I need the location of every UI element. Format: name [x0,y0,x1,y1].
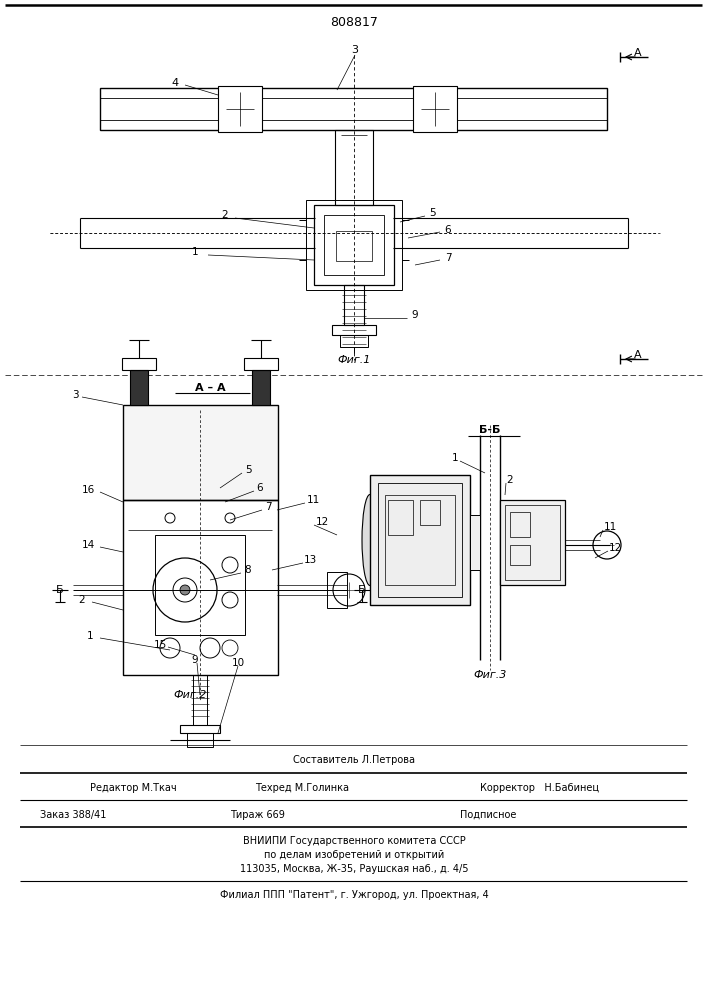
Text: 12: 12 [315,517,329,527]
Text: 15: 15 [153,640,167,650]
Bar [332,325,376,335]
Text: Б: Б [358,585,366,595]
Bar [306,200,402,290]
Text: Составитель Л.Петрова: Составитель Л.Петрова [293,755,415,765]
Bar [505,505,560,580]
Text: 113035, Москва, Ж-35, Раушская наб., д. 4/5: 113035, Москва, Ж-35, Раушская наб., д. … [240,864,468,874]
Bar [385,495,455,585]
Ellipse shape [421,92,449,126]
Text: 16: 16 [81,485,95,495]
Text: 3: 3 [71,390,78,400]
Text: 2: 2 [222,210,228,220]
Text: 11: 11 [603,522,617,532]
Text: A: A [634,48,642,58]
Text: 7: 7 [264,502,271,512]
Bar [370,475,470,605]
Bar [314,205,394,285]
Text: по делам изобретений и открытий: по делам изобретений и открытий [264,850,444,860]
Text: 11: 11 [306,495,320,505]
Bar [180,725,220,733]
Text: 6: 6 [445,225,451,235]
Bar [324,215,384,275]
Bar [123,405,278,500]
Bar [123,500,278,675]
Bar [510,512,530,537]
Text: Подписное: Подписное [460,810,516,820]
Bar [252,370,270,405]
Text: 5: 5 [245,465,251,475]
Bar [336,231,372,261]
Bar [470,515,480,570]
Text: ВНИИПИ Государственного комитета СССР: ВНИИПИ Государственного комитета СССР [243,836,465,846]
Bar [413,86,457,132]
Text: 1: 1 [87,631,93,641]
Text: Фиг.1: Фиг.1 [337,355,370,365]
Text: 8: 8 [245,565,251,575]
Text: Б: Б [56,585,64,595]
Text: Техред М.Голинка: Техред М.Голинка [255,783,349,793]
Text: Редактор М.Ткач: Редактор М.Ткач [90,783,177,793]
Text: 1: 1 [452,453,458,463]
Text: 9: 9 [411,310,419,320]
Bar [155,535,245,635]
Bar [510,545,530,565]
Bar [420,500,440,525]
Bar [340,335,368,347]
Text: А – А: А – А [194,383,226,393]
Text: 14: 14 [81,540,95,550]
Circle shape [180,585,190,595]
Text: Фиг.2: Фиг.2 [173,690,206,700]
Bar [100,88,607,130]
Bar [335,130,373,205]
Bar [327,572,347,608]
Bar [344,285,364,325]
Bar [187,733,213,747]
Bar [388,500,413,535]
Bar [500,500,565,585]
Text: 10: 10 [231,658,245,668]
Text: Б-Б: Б-Б [479,425,501,435]
Bar [193,675,207,725]
Text: 2: 2 [507,475,513,485]
Text: Заказ 388/41: Заказ 388/41 [40,810,106,820]
Text: 1: 1 [192,247,198,257]
Text: 4: 4 [171,78,179,88]
Text: 7: 7 [445,253,451,263]
Text: 12: 12 [609,543,621,553]
Ellipse shape [226,92,254,126]
Text: Филиал ППП "Патент", г. Ужгород, ул. Проектная, 4: Филиал ППП "Патент", г. Ужгород, ул. Про… [220,890,489,900]
Ellipse shape [362,494,378,585]
Text: 2: 2 [78,595,86,605]
Bar [378,483,462,597]
Bar [130,370,148,405]
Text: Корректор   Н.Бабинец: Корректор Н.Бабинец [480,783,599,793]
Text: 9: 9 [192,655,198,665]
Bar [218,86,262,132]
Text: 5: 5 [428,208,436,218]
Text: Тираж 669: Тираж 669 [230,810,285,820]
Text: 6: 6 [257,483,263,493]
Text: Фиг.3: Фиг.3 [473,670,507,680]
Bar [244,358,278,370]
Text: 808817: 808817 [330,15,378,28]
Text: 3: 3 [351,45,358,55]
Text: A: A [634,350,642,360]
Bar [122,358,156,370]
Text: 13: 13 [303,555,317,565]
